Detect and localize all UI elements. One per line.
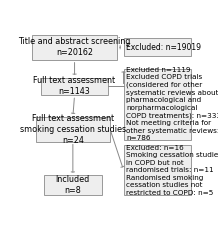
Text: Full text assessment
smoking cessation studies
n=24: Full text assessment smoking cessation s…: [20, 113, 126, 145]
FancyBboxPatch shape: [124, 69, 191, 140]
Text: Excluded: n=16
Smoking cessation studies
in COPD but not
randomised trials: n=11: Excluded: n=16 Smoking cessation studies…: [126, 145, 218, 195]
Text: Excluded n=1119
Excluded COPD trials
(considered for other
systematic reviews ab: Excluded n=1119 Excluded COPD trials (co…: [126, 67, 218, 141]
Text: Excluded: n=19019: Excluded: n=19019: [126, 43, 201, 52]
Text: Full text assessment
n=1143: Full text assessment n=1143: [34, 76, 116, 97]
FancyBboxPatch shape: [124, 145, 191, 195]
FancyBboxPatch shape: [41, 78, 108, 95]
FancyBboxPatch shape: [36, 117, 110, 142]
FancyBboxPatch shape: [44, 175, 102, 195]
FancyBboxPatch shape: [124, 38, 191, 56]
Text: Title and abstract screening
n=20162: Title and abstract screening n=20162: [18, 37, 131, 57]
FancyBboxPatch shape: [32, 35, 117, 60]
Text: Included
n=8: Included n=8: [56, 175, 90, 195]
